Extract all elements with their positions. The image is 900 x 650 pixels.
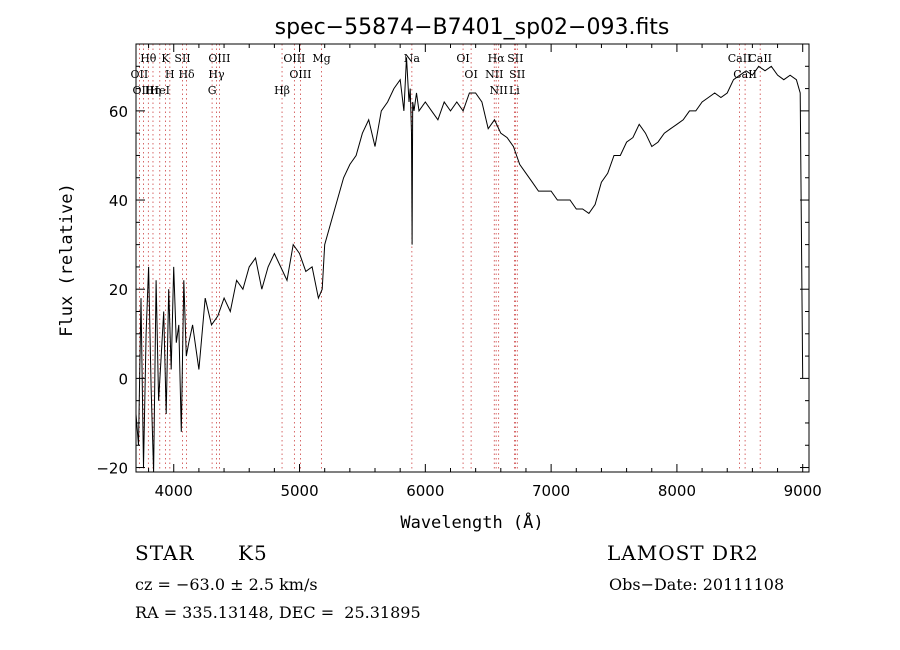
line-label-14: Hβ: [274, 84, 290, 97]
coordinates-readout: RA = 335.13148, DEC = 25.31895: [135, 603, 421, 622]
line-label-7: SII: [174, 52, 190, 65]
line-label-4: H: [165, 68, 175, 81]
y-axis-ticks: −20 0 20 40 60: [96, 65, 809, 478]
line-label-22: SII: [507, 52, 523, 65]
x-tick-label-2: 6000: [406, 482, 444, 500]
line-label-9: OIII: [208, 52, 230, 65]
x-tick-label-0: 4000: [155, 482, 193, 500]
plot-frame: [135, 43, 810, 473]
line-label-20: NII: [485, 68, 503, 81]
y-axis-label: Flux (relative): [57, 183, 77, 337]
object-subclass: K5: [238, 541, 268, 565]
redshift-readout: cz = −63.0 ± 2.5 km/s: [135, 575, 318, 594]
line-label-27: CaII: [748, 52, 772, 65]
line-label-1: OII: [131, 68, 149, 81]
object-class: STAR: [135, 541, 195, 565]
y-tick-label-3: 40: [109, 192, 128, 210]
x-tick-label-1: 5000: [280, 482, 318, 500]
line-label-21: NII: [490, 84, 508, 97]
line-label-3: K: [161, 52, 170, 65]
x-tick-label-3: 7000: [532, 482, 570, 500]
line-label-19: Hα: [488, 52, 506, 65]
x-axis-ticks: 4000 5000 6000 7000 8000 9000: [148, 44, 822, 500]
y-tick-label-1: 0: [118, 370, 128, 388]
line-label-0: Hθ: [140, 52, 157, 65]
line-label-25: CaII: [728, 52, 752, 65]
line-label-16: Na: [404, 52, 421, 65]
line-label-10: Hγ: [208, 68, 225, 81]
chart-title: spec−55874−B7401_sp02−093.fits: [275, 15, 670, 40]
line-label-26: CaII: [733, 68, 757, 81]
survey-name: LAMOST DR2: [607, 541, 759, 565]
spectrum-line: [135, 57, 804, 473]
line-label-23: SII: [509, 68, 525, 81]
observation-date: Obs−Date: 20111108: [609, 575, 785, 594]
x-axis-label: Wavelength (Å): [400, 511, 543, 533]
line-label-15: Mg: [312, 52, 330, 65]
emission-line-markers: [138, 44, 761, 472]
y-tick-label-2: 20: [109, 281, 128, 299]
line-label-12: OIII: [283, 52, 305, 65]
line-label-13: OIII: [289, 68, 311, 81]
y-tick-label-4: 60: [109, 103, 128, 121]
line-label-5: Hη: [145, 84, 161, 97]
line-label-2: OIII: [133, 84, 155, 97]
line-label-8: Hδ: [178, 68, 195, 81]
line-label-17: OI: [456, 52, 469, 65]
line-label-18: OI: [464, 68, 477, 81]
x-tick-label-5: 9000: [784, 482, 822, 500]
line-label-24: Li: [509, 84, 520, 97]
line-label-6: HeI: [150, 84, 170, 97]
line-label-11: G: [208, 84, 217, 97]
x-tick-label-4: 8000: [658, 482, 696, 500]
y-tick-label-0: −20: [96, 460, 128, 478]
